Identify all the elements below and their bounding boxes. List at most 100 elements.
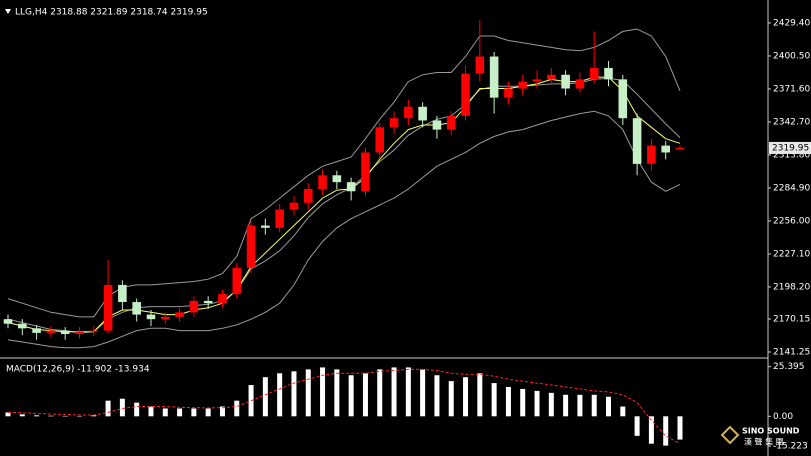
y-tick-label: 2170.15 <box>773 315 810 325</box>
price-label-box <box>769 141 811 154</box>
candle-body <box>146 314 156 320</box>
chart-header: LLG,H4 2318.88 2321.89 2318.74 2319.95 <box>15 8 208 18</box>
macd-bar <box>291 371 297 417</box>
candle-body <box>203 300 213 304</box>
logo-chinese: 漢 聲 集 團 <box>744 437 784 447</box>
macd-bar <box>205 408 211 417</box>
candle-body <box>432 120 442 130</box>
candle-body <box>60 330 70 335</box>
candle-body <box>218 294 227 304</box>
y-tick-label: 2284.90 <box>773 183 810 193</box>
candle-body <box>46 330 56 333</box>
candle-body <box>189 300 199 313</box>
macd-bar <box>620 406 626 417</box>
y-tick-label: 2400.50 <box>773 51 810 61</box>
macd-bar <box>520 388 526 417</box>
y-tick-label: 2342.70 <box>773 117 810 127</box>
candle-body <box>232 267 242 295</box>
macd-bar <box>262 377 268 417</box>
candle-body <box>446 115 456 130</box>
macd-bar <box>19 414 25 417</box>
candle-body <box>504 88 513 98</box>
logo-icon <box>720 425 740 445</box>
macd-bar <box>577 394 583 417</box>
candle-body <box>289 202 299 210</box>
candle-body <box>175 312 184 317</box>
candle-body <box>461 73 470 116</box>
macd-bar <box>534 390 540 417</box>
macd-bar <box>434 375 440 417</box>
y-tick-label: 2429.40 <box>773 18 810 28</box>
candle-body <box>246 225 256 268</box>
candle-body <box>3 319 13 324</box>
candle-body <box>132 302 141 315</box>
macd-bar <box>234 400 240 417</box>
candle-body <box>32 328 41 333</box>
macd-bar <box>505 386 511 417</box>
candle-body <box>332 175 342 183</box>
price-label: 2319.95 <box>772 143 809 153</box>
candle-body <box>632 118 642 164</box>
candle-body <box>604 67 613 80</box>
macd-bar <box>477 373 483 417</box>
macd-bar <box>420 369 426 417</box>
y-tick-label: 2256.00 <box>773 216 810 226</box>
candle-body <box>532 79 542 82</box>
indicator-line <box>7 110 681 349</box>
macd-bar <box>177 408 183 417</box>
macd-bar <box>448 381 454 417</box>
candle-body <box>375 127 385 153</box>
candle-body <box>346 182 356 192</box>
macd-bar <box>219 406 225 417</box>
y-tick-label: 2227.10 <box>773 249 810 259</box>
macd-bar <box>591 394 597 417</box>
macd-bar <box>119 398 125 417</box>
candle-body <box>303 188 313 203</box>
signal-line <box>7 368 681 445</box>
candle-body <box>318 175 327 189</box>
y-tick-label: 0.00 <box>773 412 793 422</box>
macd-bar <box>305 369 311 417</box>
macd-bar <box>148 406 154 417</box>
macd-bar <box>491 383 497 417</box>
macd-bar <box>563 394 569 417</box>
y-tick-label: 2141.25 <box>773 348 810 358</box>
candle-body <box>489 56 499 98</box>
macd-bar <box>105 400 111 417</box>
y-tick-label: 25.395 <box>773 362 805 372</box>
candle-body <box>618 79 628 119</box>
candle-body <box>661 145 670 153</box>
macd-bar <box>405 367 411 417</box>
candle-body <box>275 209 284 228</box>
macd-bar <box>91 415 97 417</box>
macd-bar <box>348 375 354 417</box>
y-tick-label: -15.223 <box>773 442 808 452</box>
macd-bar <box>5 412 11 417</box>
macd-bar <box>362 373 368 417</box>
candle-body <box>589 67 599 80</box>
logo-name: SINO SOUND <box>742 427 800 436</box>
macd-bar <box>548 392 554 417</box>
macd-bar <box>48 415 54 417</box>
menu-triangle[interactable] <box>5 9 11 14</box>
y-tick-label: 2371.60 <box>773 84 810 94</box>
macd-bar <box>134 402 140 417</box>
macd-bar <box>162 408 168 417</box>
candle-body <box>89 330 99 332</box>
candle-body <box>389 118 399 128</box>
candle-body <box>361 152 370 192</box>
macd-bar <box>334 369 340 417</box>
candle-body <box>261 225 270 228</box>
candle-body <box>475 56 485 74</box>
candle-body <box>160 316 170 320</box>
candle-body <box>75 331 84 335</box>
macd-bar <box>62 415 68 417</box>
macd-bar <box>320 367 326 417</box>
candle-body <box>575 79 585 89</box>
candle-body <box>518 81 528 89</box>
macd-bar <box>648 416 654 444</box>
macd-title: MACD(12,26,9) -11.902 -13.934 <box>6 365 150 375</box>
